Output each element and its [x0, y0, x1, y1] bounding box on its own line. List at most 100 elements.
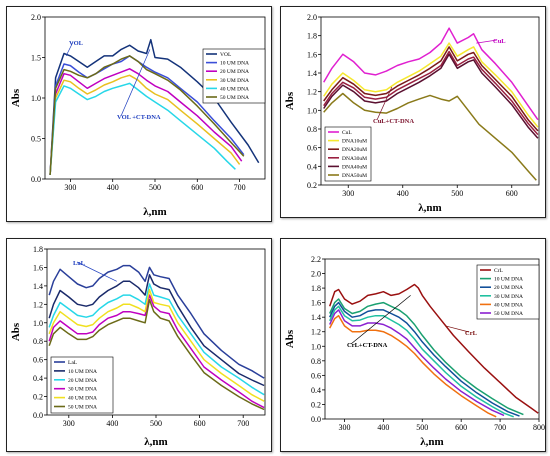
- legend-label: 50 UM DNA: [220, 95, 249, 101]
- x-tick-label: 700: [237, 419, 249, 428]
- legend-label: VOL: [220, 52, 232, 58]
- annotation-arrow: [350, 295, 411, 345]
- legend-label: 30 UM DNA: [220, 78, 249, 84]
- y-tick-label: 0.8: [33, 337, 43, 346]
- series-line: [323, 46, 539, 132]
- legend-label: 30 UM DNA: [68, 387, 97, 393]
- series-line: [329, 309, 505, 417]
- legend: [324, 126, 372, 182]
- y-tick-label: 1.0: [311, 342, 321, 351]
- y-tick-label: 1.5: [31, 54, 41, 63]
- annotation-label: VOL: [69, 40, 84, 47]
- x-tick-label: 800: [533, 423, 545, 432]
- legend-label: CrL: [494, 268, 504, 274]
- y-tick-label: 1.8: [33, 245, 43, 254]
- legend-label: LaL: [68, 360, 78, 366]
- y-tick-label: 1.4: [33, 282, 43, 291]
- series-line: [48, 298, 265, 411]
- y-tick-label: 0.4: [33, 374, 43, 383]
- x-tick-label: 300: [342, 189, 354, 198]
- x-tick-label: 600: [194, 419, 206, 428]
- series-line: [48, 283, 265, 396]
- x-tick-label: 400: [397, 189, 409, 198]
- plot-frame: [320, 16, 540, 186]
- legend-label: DNA40uM: [342, 164, 367, 170]
- chart-panel-crl: 300 400 500 600 700 800 0.0 0.2 0.4 0.6 0.8 1.0 1.2 1…: [280, 238, 546, 452]
- legend-label: 50 UM DNA: [68, 405, 97, 411]
- y-tick-label: 1.8: [307, 32, 317, 41]
- y-axis-label: Abs: [10, 88, 22, 107]
- legend-label: 40 UM DNA: [68, 396, 97, 402]
- x-tick-label: 500: [416, 423, 428, 432]
- legend-label: DNA10uM: [342, 139, 367, 145]
- x-axis-label: λ,nm: [143, 206, 166, 218]
- x-tick-label: 600: [455, 423, 467, 432]
- series-line: [328, 283, 539, 414]
- series-line: [49, 55, 245, 175]
- y-tick-label: 0.8: [311, 357, 321, 366]
- annotation-label: CuL+CT-DNA: [373, 118, 414, 125]
- annotation-arrow: [120, 49, 151, 117]
- x-tick-label: 700: [234, 183, 246, 192]
- y-tick-label: 0.6: [307, 144, 317, 153]
- x-axis-label: λ,nm: [418, 202, 441, 214]
- y-tick-label: 0.2: [33, 393, 43, 402]
- series-line: [329, 301, 520, 417]
- legend-label: 10 UM DNA: [68, 369, 97, 375]
- legend-label: 40 UM DNA: [220, 86, 249, 92]
- legend-label: 20 UM DNA: [220, 69, 249, 75]
- annotation-arrow: [76, 261, 117, 282]
- y-axis-label: Abs: [284, 91, 296, 110]
- series-line: [323, 50, 539, 136]
- y-tick-label: 1.0: [307, 106, 317, 115]
- x-tick-label: 500: [149, 183, 161, 192]
- x-tick-label: 700: [494, 423, 506, 432]
- annotation-arrow: [376, 86, 393, 121]
- legend: [202, 48, 266, 104]
- series-line: [49, 82, 236, 175]
- series-line: [48, 264, 265, 379]
- legend-label: 20 UM DNA: [68, 378, 97, 384]
- y-tick-label: 1.4: [307, 69, 317, 78]
- legend-label: DNA20uM: [342, 147, 367, 153]
- x-tick-label: 600: [191, 183, 203, 192]
- series-line: [329, 305, 514, 418]
- y-tick-label: 1.8: [311, 284, 321, 293]
- annotation-label: VOL +CT-DNA: [117, 114, 161, 121]
- y-tick-label: 2.0: [31, 13, 41, 22]
- x-tick-label: 400: [106, 419, 118, 428]
- y-tick-label: 0.8: [307, 125, 317, 134]
- y-tick-label: 0.4: [307, 162, 317, 171]
- y-tick-label: 2.0: [307, 13, 317, 22]
- y-tick-label: 0.5: [31, 135, 41, 144]
- y-tick-label: 2.2: [311, 255, 321, 264]
- x-axis-label: λ,nm: [144, 436, 167, 448]
- legend-label: DNA30uM: [342, 156, 367, 162]
- x-axis-label: λ,nm: [420, 436, 443, 448]
- chart-panel-vol: 300 400 500 600 700 0.0 0.5 1.0 1.5 2.0 λ,nm Abs VOL…: [6, 6, 272, 222]
- chart-panel-lal: 300 400 500 600 700 0.0 0.2 0.4 0.6 0.8 1.0 1.2 1.4 1…: [6, 238, 272, 452]
- y-tick-label: 0.6: [311, 371, 321, 380]
- y-tick-label: 1.6: [33, 263, 43, 272]
- y-tick-label: 0.0: [311, 415, 321, 424]
- chart-svg: 300 400 500 600 700 800 0.0 0.2 0.4 0.6 0.8 1.0 1.2 1…: [284, 255, 545, 448]
- annotation-arrow: [65, 41, 74, 57]
- annotation-arrow: [476, 39, 498, 44]
- x-tick-label: 600: [506, 189, 518, 198]
- series-line: [49, 55, 245, 175]
- legend-label: CuL: [342, 130, 352, 136]
- plot-frame: [324, 258, 540, 420]
- legend-label: 50 UM DNA: [494, 311, 523, 317]
- y-axis-label: Abs: [10, 322, 22, 341]
- x-tick-label: 300: [64, 183, 76, 192]
- legend-label: DNA50uM: [342, 173, 367, 179]
- annotation-label: CrL: [465, 330, 478, 337]
- x-tick-label: 300: [63, 419, 75, 428]
- y-tick-label: 1.6: [311, 299, 321, 308]
- series-line: [48, 294, 265, 409]
- legend: [50, 356, 114, 414]
- series-line: [323, 27, 539, 121]
- y-tick-label: 1.6: [307, 50, 317, 59]
- y-tick-label: 1.0: [33, 319, 43, 328]
- y-tick-label: 0.2: [307, 181, 317, 190]
